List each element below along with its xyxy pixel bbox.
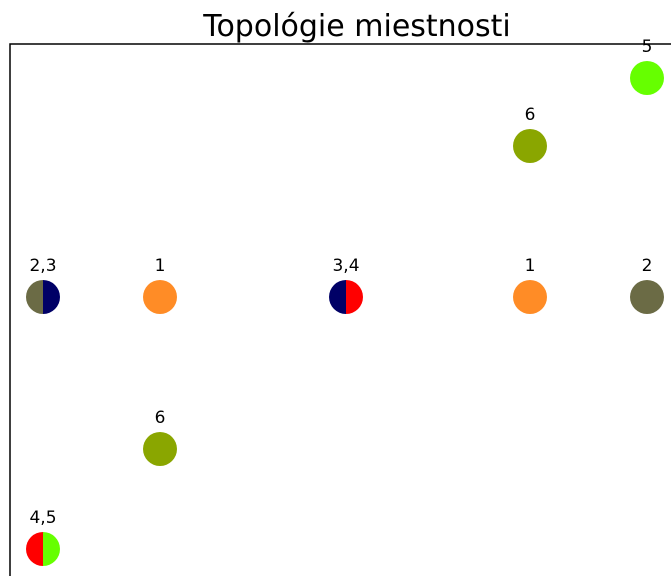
node: [630, 61, 664, 95]
node-label: 2,3: [29, 256, 56, 276]
node: [513, 129, 547, 163]
node: [513, 280, 547, 314]
node-right-half: [346, 280, 363, 314]
node-label: 4,5: [29, 508, 56, 528]
node-left-half: [329, 280, 346, 314]
node-label: 6: [155, 408, 166, 428]
node: [143, 432, 177, 466]
node-label: 3,4: [332, 256, 359, 276]
node: [143, 280, 177, 314]
node-right-half: [43, 532, 60, 566]
frame: [9, 43, 671, 576]
node-label: 1: [155, 256, 166, 276]
node-label: 1: [525, 256, 536, 276]
node-label: 6: [525, 105, 536, 125]
node-label: 5: [642, 37, 653, 57]
node: [630, 280, 664, 314]
title: Topológie miestnosti: [202, 9, 511, 44]
node-left-half: [26, 280, 43, 314]
node-label: 2: [642, 256, 653, 276]
node-left-half: [26, 532, 43, 566]
node-right-half: [43, 280, 60, 314]
